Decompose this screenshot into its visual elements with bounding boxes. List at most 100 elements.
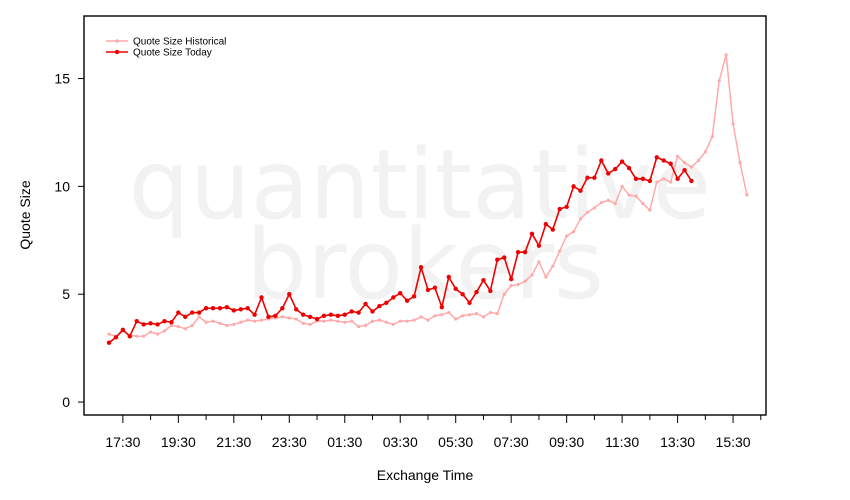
data-point: [384, 320, 388, 324]
data-point: [453, 286, 458, 292]
data-point: [648, 208, 652, 212]
data-point: [273, 313, 278, 318]
data-point: [259, 295, 264, 300]
data-point: [350, 319, 354, 323]
data-point: [662, 177, 666, 181]
data-point: [585, 175, 590, 180]
data-point: [419, 315, 423, 319]
data-point: [564, 204, 569, 210]
data-point: [640, 176, 646, 182]
data-point: [142, 334, 146, 338]
data-point: [253, 319, 257, 323]
data-point: [280, 306, 285, 311]
y-axis-title: Quote Size: [17, 180, 33, 249]
data-point: [592, 206, 596, 210]
data-point: [294, 307, 299, 312]
data-point: [169, 320, 174, 325]
data-point: [176, 324, 180, 329]
data-point: [190, 310, 195, 315]
data-point: [190, 323, 194, 328]
data-point: [461, 314, 465, 318]
data-point: [259, 318, 264, 322]
data-point: [565, 234, 569, 238]
data-point: [266, 314, 271, 320]
data-point: [620, 184, 624, 188]
data-point: [149, 330, 153, 334]
data-point: [204, 320, 208, 324]
data-point: [745, 193, 749, 197]
legend-today-label: Quote Size Today: [133, 48, 212, 59]
data-point: [523, 279, 527, 283]
data-point: [196, 310, 202, 315]
x-tick-label: 09:30: [549, 434, 584, 450]
data-point: [647, 178, 653, 184]
data-point: [738, 161, 742, 165]
data-point: [592, 175, 597, 180]
data-point: [183, 314, 188, 320]
watermark-line-1: quantitative: [129, 129, 711, 241]
data-point: [210, 306, 216, 311]
data-point: [467, 313, 472, 317]
data-point: [106, 340, 112, 345]
data-point: [440, 313, 444, 317]
data-point: [211, 319, 215, 323]
x-tick-label: 19:30: [161, 434, 196, 450]
data-point: [343, 320, 347, 324]
x-tick-label: 15:30: [716, 434, 751, 450]
data-point: [398, 319, 402, 323]
data-point: [245, 306, 250, 311]
watermark-line-2: brokers: [246, 209, 604, 321]
data-point: [724, 53, 728, 57]
data-point: [502, 292, 506, 296]
data-point: [349, 309, 354, 314]
data-point: [370, 309, 375, 314]
data-point: [239, 320, 243, 324]
data-point: [307, 314, 313, 320]
data-point: [537, 260, 541, 264]
data-point: [294, 317, 298, 321]
data-point: [412, 318, 416, 322]
data-point: [627, 193, 631, 197]
x-tick-label: 21:30: [216, 434, 251, 450]
y-tick-label: 15: [54, 71, 70, 87]
data-point: [606, 198, 610, 203]
data-point: [377, 318, 382, 322]
x-tick-label: 23:30: [272, 434, 307, 450]
data-point: [689, 165, 694, 169]
data-point: [120, 327, 126, 333]
data-point: [321, 313, 327, 318]
data-point: [418, 265, 424, 270]
y-tick-label: 10: [54, 178, 70, 194]
data-point: [169, 323, 174, 328]
data-point: [113, 335, 119, 340]
data-point: [717, 79, 721, 83]
data-point: [495, 312, 499, 316]
data-point: [411, 294, 417, 299]
data-point: [515, 249, 521, 255]
data-point: [329, 318, 333, 322]
data-point: [502, 255, 507, 260]
watermark: quantitative brokers: [129, 129, 711, 321]
data-point: [599, 158, 604, 163]
data-point: [287, 316, 291, 320]
data-point: [217, 306, 223, 311]
data-point: [731, 122, 735, 126]
data-point: [619, 159, 625, 164]
data-point: [183, 327, 187, 331]
data-point: [231, 308, 237, 313]
data-point: [155, 322, 160, 327]
x-axis: 17:30 19:30 21:30 23:30 01:30 03:30 05:30 07:30…: [105, 415, 762, 450]
data-point: [530, 273, 534, 277]
series-layer: [106, 53, 749, 345]
data-point: [363, 323, 368, 328]
data-point: [481, 278, 486, 283]
data-point: [522, 249, 528, 255]
data-point: [162, 318, 167, 324]
data-point: [224, 304, 230, 310]
data-point: [135, 334, 139, 338]
data-point: [176, 310, 181, 315]
data-point: [585, 210, 590, 214]
data-point: [238, 307, 243, 312]
